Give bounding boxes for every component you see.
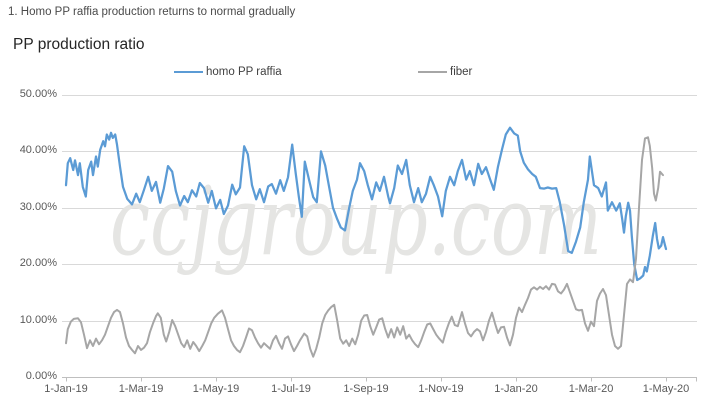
y-tick-label: 10.00% <box>19 313 57 326</box>
legend-label-fiber: fiber <box>450 66 473 78</box>
y-tick-label: 30.00% <box>19 200 57 213</box>
series-line-fiber <box>65 136 664 358</box>
legend-item-homo-pp-raffia: homo PP raffia <box>174 65 282 79</box>
x-tick-label: 1-Jan-19 <box>44 383 88 395</box>
y-tick-label: 0.00% <box>25 370 57 382</box>
x-tick-label: 1-Sep-19 <box>343 383 389 395</box>
chart-title: PP production ratio <box>13 36 145 53</box>
y-tick-label: 20.00% <box>19 257 57 270</box>
x-tick-label: 1-May-19 <box>192 383 240 395</box>
figure-caption: 1. Homo PP raffia production returns to … <box>8 6 296 18</box>
x-tick-label: 1-Nov-19 <box>418 383 464 395</box>
y-tick-label: 40.00% <box>19 144 57 157</box>
y-tick-label: 50.00% <box>19 88 57 100</box>
series-line-homo-PP-raffia <box>64 126 668 282</box>
legend-line-swatch-blue <box>174 70 203 74</box>
x-tick-label: 1-Jan-20 <box>494 383 538 395</box>
x-tick-label: 1-Mar-20 <box>568 383 614 395</box>
legend-line-swatch-gray <box>418 70 447 74</box>
x-tick-label: 1-Jul-19 <box>271 383 311 395</box>
x-tick-label: 1-Mar-19 <box>118 383 164 395</box>
x-tick-label: 1-May-20 <box>642 383 690 395</box>
legend-label-homo-pp-raffia: homo PP raffia <box>206 66 282 78</box>
legend-item-fiber: fiber <box>418 65 472 79</box>
